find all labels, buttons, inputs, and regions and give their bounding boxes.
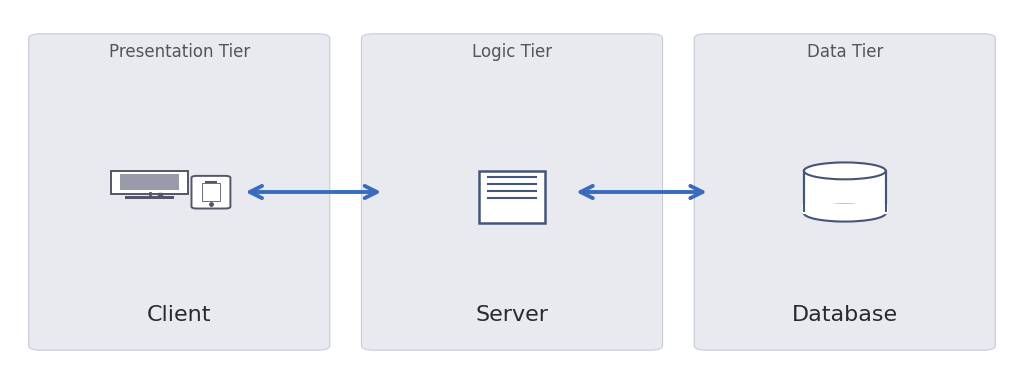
Bar xyxy=(802,204,888,213)
Bar xyxy=(125,196,174,199)
Text: Presentation Tier: Presentation Tier xyxy=(109,43,250,61)
Ellipse shape xyxy=(804,162,886,179)
Text: Client: Client xyxy=(147,305,211,325)
FancyBboxPatch shape xyxy=(111,171,188,194)
FancyBboxPatch shape xyxy=(694,34,995,350)
Text: Server: Server xyxy=(475,305,549,325)
Text: Database: Database xyxy=(792,305,898,325)
FancyBboxPatch shape xyxy=(191,176,230,209)
Bar xyxy=(202,183,220,201)
Bar xyxy=(804,171,886,213)
Ellipse shape xyxy=(804,205,886,222)
Text: Data Tier: Data Tier xyxy=(807,43,883,61)
FancyBboxPatch shape xyxy=(361,34,663,350)
FancyBboxPatch shape xyxy=(479,171,545,223)
Text: Logic Tier: Logic Tier xyxy=(472,43,552,61)
Bar xyxy=(120,174,179,190)
FancyBboxPatch shape xyxy=(29,34,330,350)
